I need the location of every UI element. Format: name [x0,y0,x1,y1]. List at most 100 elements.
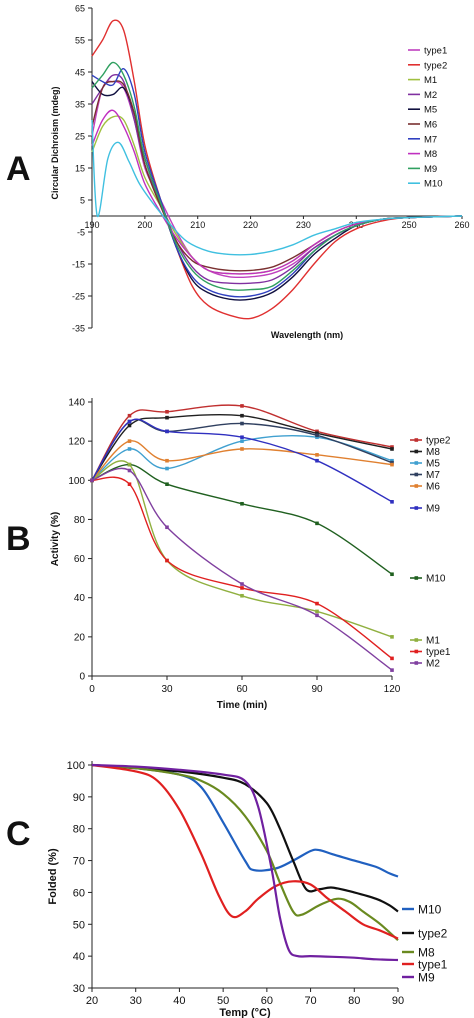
data-point-M6 [390,462,394,467]
data-point-M6 [315,453,319,457]
x-tick-label: 90 [311,684,323,695]
series-line-M8 [91,109,463,275]
data-point-M2 [315,613,319,618]
data-point-M10 [165,482,169,486]
data-point-M7 [315,433,319,438]
y-tick-label: -15 [72,260,85,270]
cd-spectrum-chart: 65 55 45 35 25 15 5 -5 -15 -25 -35 190 200 210 220 230 2… [50,4,470,341]
data-point-M8 [240,413,244,418]
series-line-M9 [91,763,399,962]
legend-label: M9 [424,164,437,175]
x-tick-label: 190 [84,220,99,230]
y-tick-label: 140 [68,398,85,409]
legend-label: M7 [424,134,437,145]
legend-label: M10 [426,574,446,585]
y-tick-label: 60 [73,887,85,899]
series-line-type1 [91,80,463,279]
x-tick-label: 20 [86,995,98,1007]
data-point-type2 [240,404,244,408]
legend-label: type1 [418,958,448,972]
legend-label: M2 [426,659,440,670]
y-tick-label: 65 [75,4,85,14]
legend-label: type1 [424,46,447,57]
data-point-M1 [127,462,132,467]
legend-label: M1 [426,636,440,647]
y-tick-label: 20 [74,632,86,643]
legend-label: M5 [424,105,437,116]
data-point-M5 [315,435,319,440]
legend-marker [414,506,419,510]
legend-label: M8 [418,946,435,960]
x-tick-label: 260 [454,220,469,230]
series-line-M8 [91,413,393,481]
x-tick-label: 30 [161,684,173,695]
x-axis-title: Temp (°C) [219,1007,271,1018]
data-point-type1 [390,656,394,661]
data-point-M10 [315,521,319,526]
data-point-type2 [165,409,169,414]
data-point-M2 [240,582,244,586]
y-tick-label: 15 [75,164,85,174]
data-point-M7 [240,421,244,426]
x-tick-label: 60 [236,684,248,695]
y-tick-label: 25 [75,132,85,142]
legend-label: M5 [426,459,440,470]
data-point-M2 [90,478,94,483]
panel-label-a: A [6,150,31,188]
legend-label: M6 [424,120,437,131]
data-point-M8 [165,415,169,420]
legend-label: M10 [424,179,442,190]
panel-a: A 65 55 45 35 25 15 5 -5 -15 -25 -35 190 200 210 220 23… [0,0,474,370]
legend-marker [414,649,419,654]
legend-marker [414,438,419,442]
x-axis-title: Time (min) [217,700,267,711]
legend-label: M2 [424,90,437,101]
legend-marker [414,638,419,642]
data-point-type2 [315,429,319,434]
data-point-M5 [390,458,394,463]
legend-label: M8 [426,447,440,458]
data-point-M5 [240,439,244,443]
legend-label: type2 [426,436,451,447]
data-point-M5 [165,466,169,471]
activity-time-chart: 0 20 40 60 80 100 120 140 0 30 60 90 120 Activity (%)… [50,398,451,712]
legend-marker [414,472,419,477]
legend-label: M1 [424,75,437,86]
data-point-M1 [240,593,244,598]
y-tick-label: 45 [75,68,85,78]
x-tick-label: 70 [304,995,316,1007]
data-point-type1 [315,601,319,606]
legend-marker [414,484,419,488]
y-tick-label: 80 [73,824,85,836]
x-tick-label: 250 [402,220,417,230]
y-tick-label: 90 [73,792,85,804]
data-point-type2 [127,413,132,418]
y-tick-label: 120 [68,437,85,448]
data-point-M8 [390,447,394,451]
data-point-M10 [390,572,394,577]
legend-label: type2 [424,60,447,71]
x-tick-label: 80 [348,995,360,1007]
series-line-type2 [91,763,399,913]
x-tick-label: 230 [296,220,311,230]
legend-label: type1 [426,647,451,658]
data-point-M7 [390,460,394,465]
x-tick-label: 200 [137,220,152,230]
y-axis-title: Folded (%) [47,848,59,905]
y-tick-label: 50 [73,919,85,931]
data-point-M6 [127,439,132,443]
y-tick-label: 55 [75,36,85,46]
legend-label: M7 [426,470,440,481]
panel-c: C 30 40 50 60 70 80 90 100 20 30 40 50 60 70 80 90 Folde… [0,745,474,1018]
data-point-M5 [127,447,132,451]
x-tick-label: 210 [190,220,205,230]
y-tick-label: 40 [73,951,85,963]
data-point-M8 [315,431,319,436]
y-tick-label: 100 [67,760,85,772]
y-tick-label: 40 [74,593,86,604]
legend-label: type2 [418,927,448,941]
series-line-type1 [91,763,399,940]
legend-label: M9 [426,504,440,515]
data-point-M6 [240,447,244,451]
